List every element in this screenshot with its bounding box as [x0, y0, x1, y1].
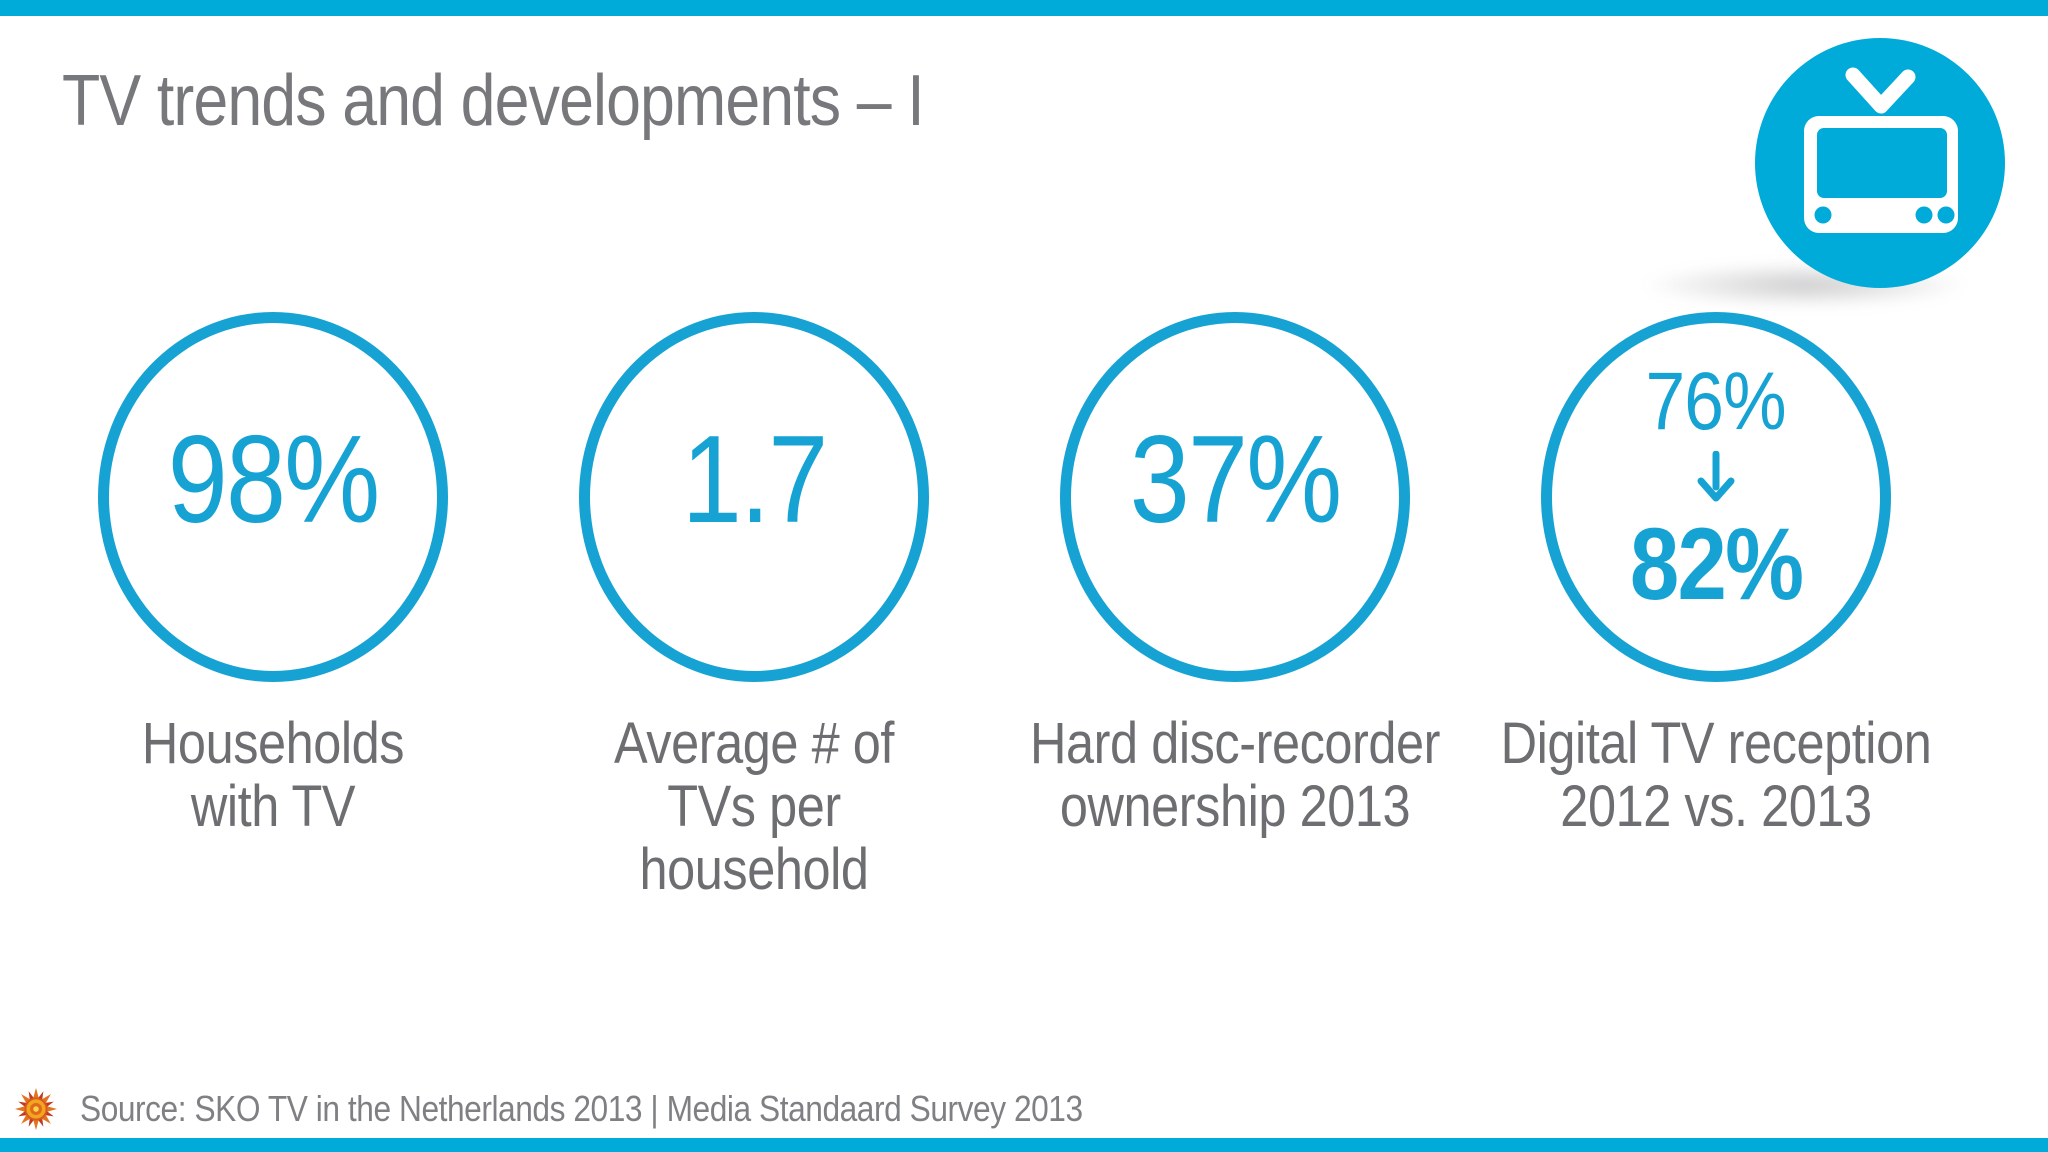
stat-label-line: Average # of — [613, 711, 895, 776]
stat-value-from: 76% — [1645, 356, 1787, 447]
stat-label-line: TVs per — [667, 774, 841, 839]
stat-digital-reception: 76% 82% — [1541, 312, 1891, 682]
top-accent-bar — [0, 0, 2048, 16]
stat-label-line: ownership 2013 — [1059, 774, 1411, 839]
stat-label-line: Digital TV reception — [1500, 711, 1932, 776]
stat-households: 98% — [98, 312, 448, 682]
stat-label: Digital TV reception 2012 vs. 2013 — [1472, 712, 1959, 838]
stat-circle: 1.7 — [579, 312, 929, 682]
source-row: Source: SKO TV in the Netherlands 2013 |… — [14, 1086, 1219, 1132]
stat-value-to: 82% — [1629, 507, 1804, 621]
stat-label: Households with TV — [29, 712, 516, 838]
tv-icon — [1755, 38, 2005, 288]
stat-avg-tvs: 1.7 — [579, 312, 929, 682]
stat-value: 1.7 — [681, 411, 829, 549]
stat-value-stack: 76% 82% — [1617, 356, 1815, 621]
stat-hdd-recorder: 37% — [1060, 312, 1410, 682]
page-title: TV trends and developments – I — [62, 61, 925, 141]
source-text: Source: SKO TV in the Netherlands 2013 |… — [80, 1088, 1083, 1129]
stat-label-line: 2012 vs. 2013 — [1560, 774, 1872, 839]
tv-badge — [1755, 38, 2005, 288]
arrow-down-icon — [1697, 451, 1735, 502]
bottom-accent-bar — [0, 1138, 2048, 1152]
sun-logo-icon — [14, 1087, 58, 1131]
stat-label: Average # of TVs per household — [510, 712, 997, 901]
stat-circle: 76% 82% — [1541, 312, 1891, 682]
stat-value: 98% — [167, 411, 380, 549]
stat-label-line: with TV — [190, 774, 356, 839]
stat-label: Hard disc-recorder ownership 2013 — [991, 712, 1478, 838]
stat-value: 37% — [1129, 411, 1342, 549]
stat-label-line: Hard disc-recorder — [1029, 711, 1440, 776]
stat-circle: 98% — [98, 312, 448, 682]
stat-circle: 37% — [1060, 312, 1410, 682]
stat-label-line: Households — [141, 711, 405, 776]
stat-label-line: household — [639, 837, 869, 902]
